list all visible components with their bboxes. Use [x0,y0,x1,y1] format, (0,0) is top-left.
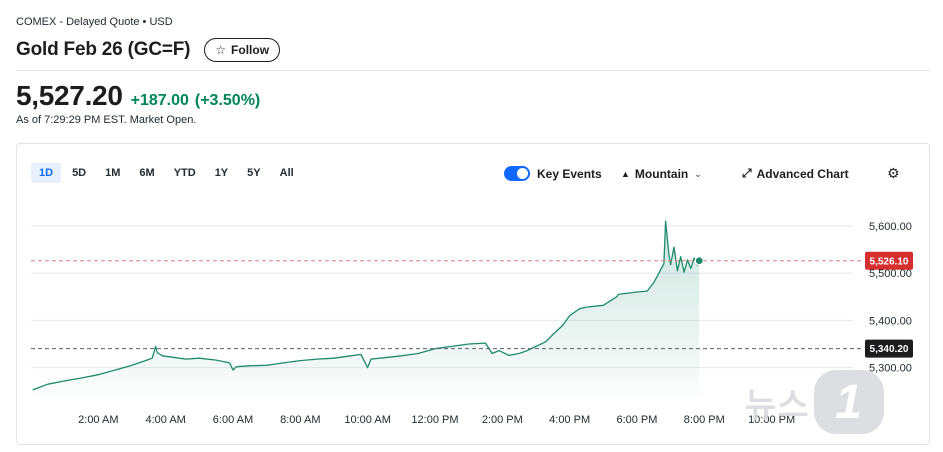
price-change-percent: (+3.50%) [194,92,261,109]
x-tick-label: 8:00 PM [684,414,725,426]
mountain-icon: ▲ [621,169,630,179]
range-ytd[interactable]: YTD [173,167,196,179]
star-icon: ☆ [215,43,227,57]
y-tick-label: 5,400.00 [869,315,912,327]
key-events-toggle[interactable] [504,166,530,181]
follow-label: Follow [231,43,270,57]
x-tick-label: 4:00 AM [145,414,185,426]
y-tick-label: 5,500.00 [869,268,912,280]
key-events-control: Key Events [504,166,602,181]
y-tick-label: 5,300.00 [869,363,912,375]
chart-area-layer [32,220,700,396]
prev-close-label: 5,340.20 [870,344,909,355]
range-1m[interactable]: 1M [105,167,121,179]
range-5d[interactable]: 5D [72,167,87,179]
price-change: +187.00 [130,92,189,109]
advanced-chart-label: Advanced Chart [756,166,849,181]
chart-type-dropdown[interactable]: ▲ Mountain ⌄ [621,167,702,181]
x-tick-label: 2:00 AM [78,414,118,426]
last-point-marker [694,256,704,266]
x-tick-label: 4:00 PM [549,414,590,426]
title-row: Gold Feb 26 (GC=F) ☆ Follow [16,38,281,62]
range-5y[interactable]: 5Y [247,167,261,179]
prev-close-tag [865,339,913,358]
key-events-label: Key Events [537,166,602,181]
range-1d[interactable]: 1D [31,163,62,183]
chart-reference-lines: 5,340.20 5,526.10 [31,251,913,358]
range-all[interactable]: All [279,167,294,179]
exchange-label: COMEX - Delayed Quote • USD [16,16,173,28]
x-tick-label: 6:00 PM [616,414,657,426]
last-price-tag [865,251,913,270]
chevron-down-icon: ⌄ [694,168,702,179]
chart-y-axis: 5,600.00 5,500.00 5,400.00 5,300.00 [869,221,912,375]
chart-x-axis: 2:00 AM 4:00 AM 6:00 AM 8:00 AM 10:00 AM 12:0… [78,414,795,426]
y-tick-label: 5,600.00 [869,221,912,233]
chart-type-label: Mountain [634,167,689,181]
gear-icon[interactable]: ⚙ [887,165,900,181]
advanced-chart-button[interactable]: ⤢ Advanced Chart [742,166,849,181]
x-tick-label: 8:00 AM [280,414,320,426]
price-chart[interactable]: 5,340.20 5,526.10 2:00 AM 4:00 AM 6:00 AM 8:… [17,144,929,444]
price-area-fill [32,221,700,396]
range-6m[interactable]: 6M [139,167,155,179]
range-selector: 1D 5D 1M 6M YTD 1Y 5Y All [31,163,305,183]
last-price: 5,527.20 [16,80,123,111]
price-row: 5,527.20 +187.00 (+3.50%) [16,80,260,112]
x-tick-label: 12:00 PM [411,414,458,426]
quote-timestamp: As of 7:29:29 PM EST. Market Open. [16,114,197,126]
watermark-logo: 뉴스 [745,386,810,425]
x-tick-label: 2:00 PM [482,414,523,426]
header-divider [16,70,930,71]
x-tick-label: 6:00 AM [213,414,253,426]
price-line [32,220,700,391]
expand-icon: ⤢ [742,166,752,180]
x-tick-label: 10:00 AM [344,414,390,426]
x-tick-label: 10:00 PM [748,414,795,426]
watermark: 뉴스 1 [745,370,884,434]
last-price-label: 5,526.10 [870,256,909,267]
chart-card: 1D 5D 1M 6M YTD 1Y 5Y All Key Events ▲ M… [16,143,930,445]
follow-button[interactable]: ☆ Follow [204,38,281,62]
range-1y[interactable]: 1Y [214,167,229,179]
watermark-badge: 1 [813,370,884,434]
chart-gridlines [31,225,853,369]
page-title: Gold Feb 26 (GC=F) [16,39,191,60]
